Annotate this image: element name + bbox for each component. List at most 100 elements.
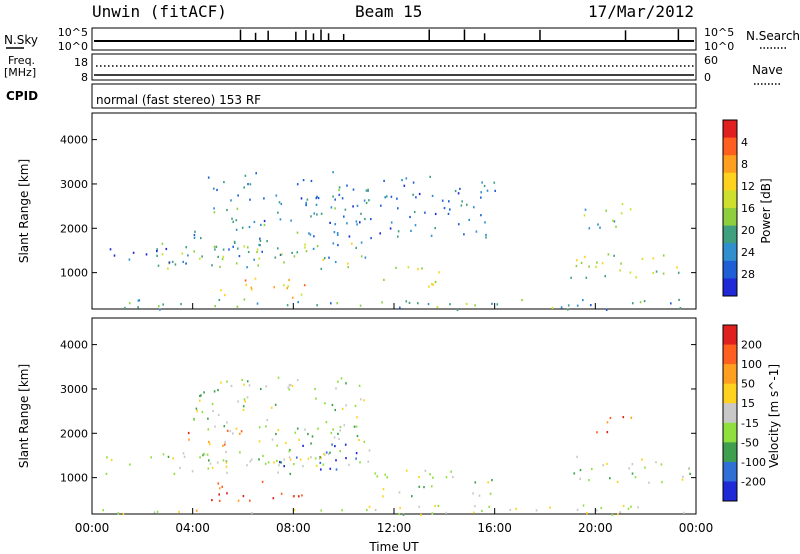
- y-tick-label: 3000: [60, 383, 88, 396]
- range-gate-cell: [314, 457, 317, 460]
- range-gate-cell: [304, 246, 306, 249]
- y-tick-label: 2000: [60, 427, 88, 440]
- velocity-y-ticks: 1000 2000 3000 4000: [60, 339, 696, 485]
- range-gate-cell: [245, 283, 247, 286]
- range-gate-cell: [434, 227, 436, 230]
- range-gate-cell: [208, 459, 210, 462]
- range-gate-cell: [359, 461, 361, 464]
- range-gate-cell: [679, 307, 682, 310]
- power-frame: [91, 112, 697, 310]
- range-gate-cell: [156, 254, 158, 257]
- range-gate-cell: [431, 283, 433, 286]
- range-gate-cell: [334, 223, 336, 226]
- range-gate-cell: [200, 394, 202, 397]
- range-gate-cell: [202, 452, 205, 455]
- range-gate-cell: [605, 209, 607, 212]
- range-gate-cell: [296, 231, 299, 234]
- range-gate-cell: [466, 203, 468, 206]
- range-gate-cell: [570, 276, 572, 279]
- range-gate-cell: [241, 378, 243, 381]
- nsearch-label: N.Search: [746, 29, 800, 43]
- range-gate-cell: [193, 418, 195, 421]
- range-gate-cell: [360, 255, 363, 258]
- range-gate-cell: [630, 505, 632, 508]
- range-gate-cell: [341, 197, 344, 200]
- colorbar-segment: [723, 364, 737, 385]
- range-gate-cell: [366, 508, 368, 512]
- range-gate-cell: [620, 262, 622, 265]
- range-gate-cell: [218, 499, 221, 502]
- range-gate-cell: [213, 245, 216, 248]
- range-gate-cell: [417, 268, 419, 271]
- range-gate-cell: [344, 443, 347, 446]
- x-tick-label: 20:00: [578, 521, 613, 535]
- range-gate-cell: [273, 461, 275, 464]
- colorbar-segment: [723, 325, 737, 346]
- range-gate-cell: [267, 461, 270, 464]
- range-gate-cell: [395, 266, 397, 269]
- range-gate-cell: [338, 188, 340, 192]
- range-gate-cell: [262, 454, 264, 457]
- range-gate-cell: [456, 308, 459, 312]
- range-gate-cell: [226, 471, 228, 474]
- range-gate-cell: [346, 184, 348, 187]
- range-gate-cell: [137, 306, 139, 309]
- range-gate-cell: [472, 492, 474, 495]
- range-gate-cell: [475, 230, 478, 233]
- range-gate-cell: [368, 505, 371, 508]
- colorbar-frame: [722, 324, 738, 502]
- range-gate-cell: [226, 208, 228, 212]
- range-gate-cell: [380, 204, 382, 207]
- velocity-colorbar: 200 100 50 15 -15 -50 -100 -200: [722, 324, 766, 502]
- range-gate-cell: [305, 250, 308, 253]
- range-gate-cell: [317, 197, 320, 200]
- velocity-colorbar-label: Velocity [m s^-1]: [767, 364, 781, 468]
- range-gate-cell: [263, 219, 266, 223]
- range-gate-cell: [329, 451, 331, 454]
- range-gate-cell: [201, 255, 203, 258]
- range-gate-cell: [356, 204, 359, 207]
- y-tick-label: 1000: [60, 267, 88, 280]
- range-gate-cell: [217, 413, 220, 417]
- range-gate-cell: [217, 255, 219, 258]
- range-gate-cell: [363, 199, 366, 202]
- range-gate-cell: [317, 427, 319, 430]
- range-gate-cell: [178, 510, 180, 513]
- nave-top-tick: 60: [704, 54, 718, 67]
- range-gate-cell: [359, 221, 361, 224]
- range-gate-cell: [156, 248, 158, 251]
- range-gate-cell: [199, 399, 201, 402]
- range-gate-cell: [560, 306, 563, 309]
- range-gate-cell: [648, 481, 650, 484]
- nsearch-top-tick: 10^5: [704, 26, 734, 39]
- range-gate-cell: [213, 390, 216, 393]
- range-gate-cell: [411, 495, 413, 498]
- range-gate-cell: [383, 278, 385, 281]
- range-gate-cell: [195, 509, 198, 512]
- power-y-ticks: 1000 2000 3000 4000: [60, 134, 696, 280]
- range-gate-cell: [225, 450, 227, 454]
- range-gate-cell: [353, 425, 356, 428]
- power-colorbar-label: Power [dB]: [759, 178, 773, 243]
- range-gate-cell: [258, 426, 261, 429]
- range-gate-cell: [261, 250, 263, 253]
- range-gate-cell: [343, 424, 346, 427]
- range-gate-cell: [263, 197, 265, 200]
- nsky-bottom-tick: 10^0: [58, 40, 88, 53]
- range-gate-cell: [354, 404, 357, 407]
- range-gate-cell: [214, 425, 216, 428]
- range-gate-cell: [221, 485, 223, 488]
- range-gate-cell: [576, 304, 579, 307]
- range-gate-cell: [211, 264, 213, 267]
- range-gate-cell: [183, 455, 186, 458]
- range-gate-cell: [491, 302, 493, 305]
- beam-title: Beam 15: [355, 2, 422, 21]
- range-gate-cell: [223, 181, 225, 184]
- colorbar-tick-label: -50: [741, 436, 759, 449]
- range-gate-cell: [339, 425, 342, 429]
- range-gate-cell: [461, 200, 463, 203]
- range-gate-cell: [219, 265, 221, 268]
- range-gate-cell: [436, 306, 439, 309]
- range-gate-cell: [639, 301, 642, 304]
- range-gate-cell: [161, 253, 164, 256]
